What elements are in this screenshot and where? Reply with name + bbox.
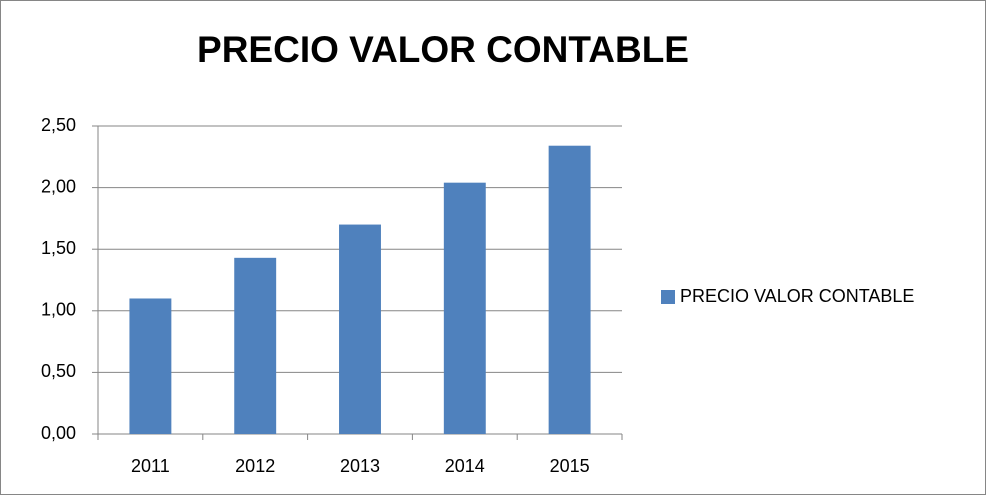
chart-title: PRECIO VALOR CONTABLE — [197, 29, 689, 70]
x-tick-label: 2011 — [131, 456, 170, 476]
bar — [234, 257, 277, 434]
x-tick-label: 2014 — [445, 456, 485, 476]
x-tick-label: 2015 — [550, 456, 590, 476]
y-tick-label: 1,50 — [41, 238, 76, 258]
legend-swatch — [661, 290, 675, 304]
bar — [339, 224, 381, 434]
y-tick-label: 1,00 — [41, 300, 76, 320]
y-tick-label: 2,50 — [41, 115, 76, 135]
bar — [443, 182, 486, 434]
y-tick-label: 2,00 — [41, 176, 76, 196]
x-tick-label: 2012 — [235, 456, 275, 476]
y-tick-label: 0,00 — [41, 423, 76, 443]
bar — [548, 145, 591, 434]
y-tick-label: 0,50 — [41, 361, 76, 381]
x-tick-label: 2013 — [340, 456, 380, 476]
legend-label: PRECIO VALOR CONTABLE — [680, 286, 914, 306]
bar — [129, 298, 172, 434]
